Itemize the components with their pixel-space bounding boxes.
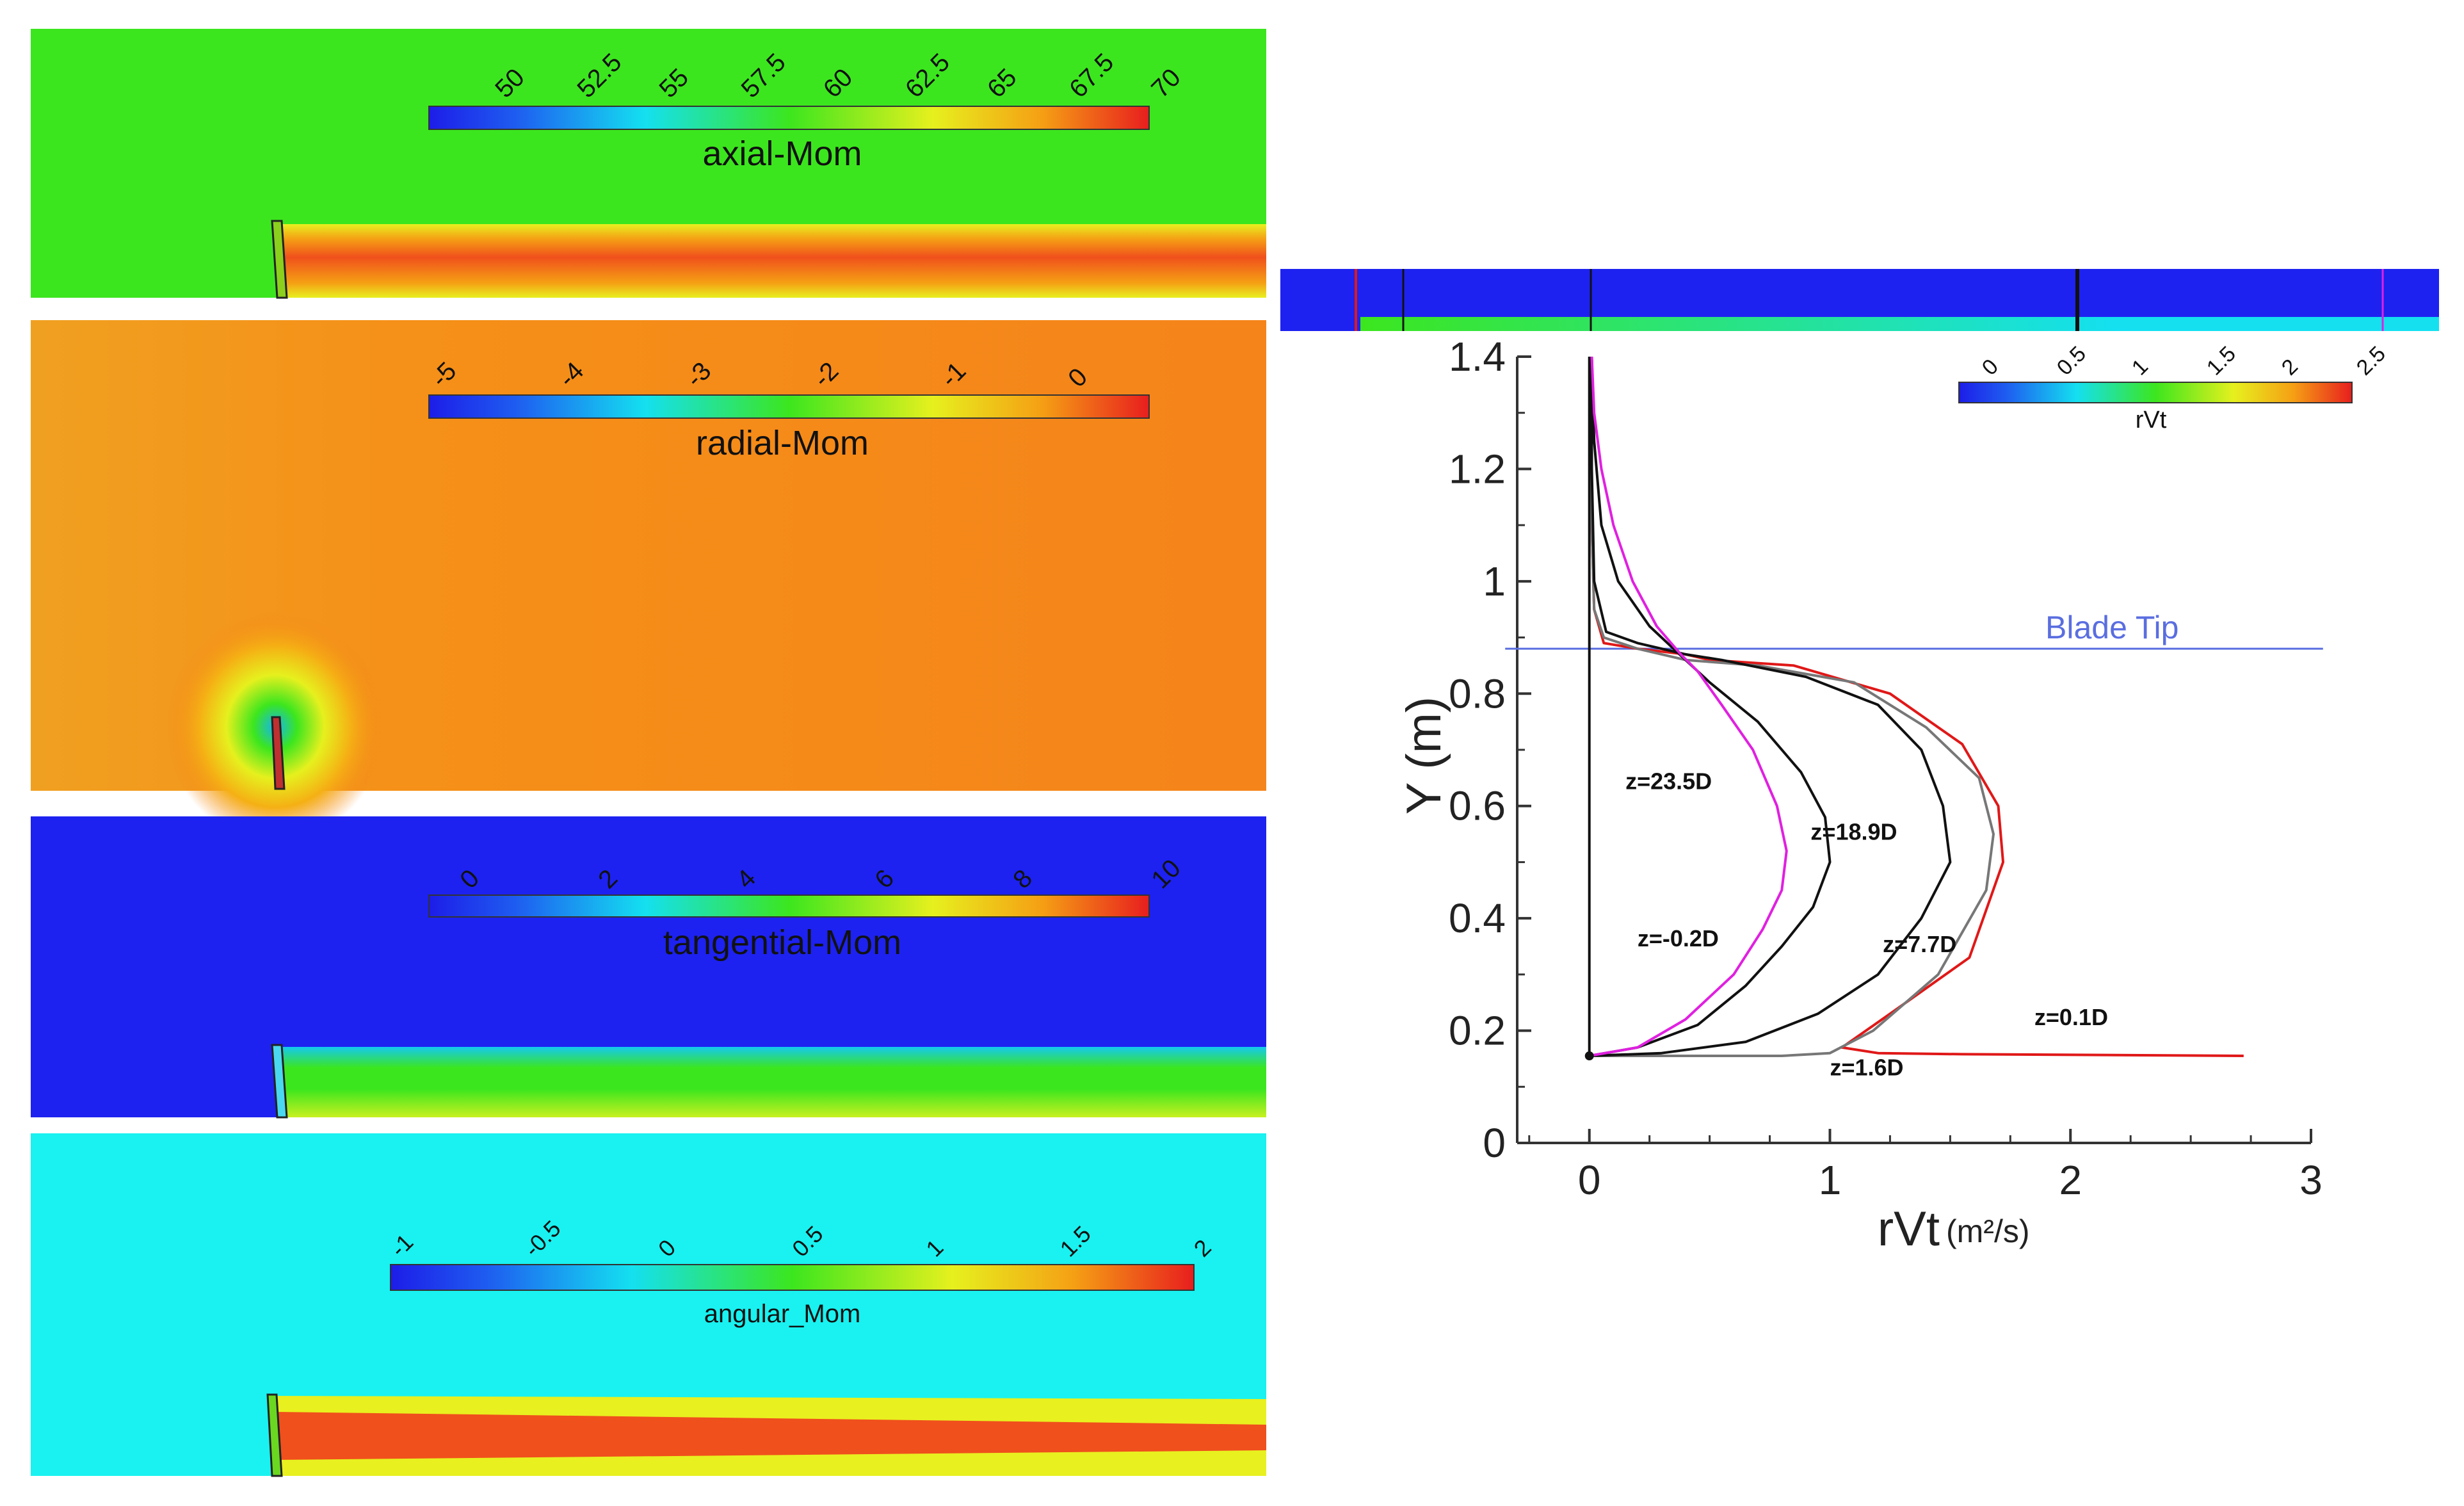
y-tick-label: 1.2 [1449,446,1506,492]
angular-colorbar [390,1264,1195,1291]
series-origin-point [1584,1051,1594,1061]
radial-colorbar [428,394,1150,419]
y-tick-label: 0.4 [1449,895,1506,941]
chart-series [1584,356,2244,1061]
colorbar-tick-label: 0 [1977,354,2003,380]
rotor-blade-icon [266,1393,283,1477]
rotor-blade-icon [271,716,286,790]
axial-colorbar [428,106,1150,130]
colorbar-tick-label: 2 [2277,354,2303,380]
rotor-blade-icon [271,220,288,299]
y-tick-label: 0.6 [1449,783,1506,829]
series-line [1589,356,1832,1057]
series-label: z=7.7D [1883,931,1956,957]
tangential-contour-panel: 0 2 4 6 8 10 tangential-Mom [31,816,1266,1119]
tangential-colorbar [428,895,1150,918]
angular-wake-core [275,1412,1266,1460]
series-line [1589,357,1995,1057]
series-label: z=-0.2D [1638,925,1719,951]
series-line [1589,357,1952,1057]
y-tick-label: 1 [1483,558,1506,604]
y-tick-label: 0 [1483,1120,1506,1166]
angular-colorbar-title: angular_Mom [704,1300,861,1328]
axial-colorbar-title: axial-Mom [702,134,862,173]
x-tick-label: 1 [1819,1157,1842,1203]
rvt-profile-chart: 0 0.5 1 1.5 2 2.5 rVt 0 0.2 0.4 0.6 0.8 1 1.2 1.4 0 1 2… [1397,334,2390,1256]
y-axis-label: Y (m) [1397,697,1451,814]
y-tick-label: 0.2 [1449,1008,1506,1054]
axial-wake-region [282,224,1266,298]
rvt-colorbar-ticks: 0 0.5 1 1.5 2 2.5 [1977,341,2390,380]
angular-contour-panel: -1 -0.5 0 0.5 1 1.5 2 angular_Mom [31,1133,1266,1477]
y-tick-label: 0.8 [1449,670,1506,717]
tangential-colorbar-title: tangential-Mom [663,923,901,962]
series-label: z=18.9D [1810,818,1897,845]
x-tick-label: 2 [2059,1157,2082,1203]
rvt-colorbar-title: rVt [2136,407,2167,433]
series-line [1590,357,2244,1057]
x-axis-unit: (m²/s) [1946,1213,2030,1249]
radial-colorbar-title: radial-Mom [696,424,869,462]
colorbar-tick-label: 0.5 [2052,341,2091,380]
chart-axes: 0 0.2 0.4 0.6 0.8 1 1.2 1.4 0 1 2 3 [1449,334,2323,1203]
rvt-strip-wake [1360,317,2439,331]
rvt-strip-panel [1280,269,2439,331]
chart-series-labels: z=23.5D z=18.9D z=-0.2D z=7.7D z=0.1D z=1.6D [1625,768,2108,1080]
radial-contour-panel: -5 -4 -3 -2 -1 0 radial-Mom [31,320,1266,842]
tangential-wake-region [282,1047,1266,1117]
colorbar-tick-label: 2.5 [2352,341,2390,380]
colorbar-tick-label: 1 [2127,354,2153,380]
blade-tip-annotation: Blade Tip [2045,610,2178,645]
colorbar-tick-label: 1.5 [2202,341,2241,380]
series-label: z=1.6D [1830,1055,1903,1081]
x-tick-label: 3 [2299,1157,2323,1203]
series-label: z=23.5D [1625,768,1712,794]
series-line [1589,356,1788,1057]
x-axis-label: rVt [1878,1202,1940,1256]
rvt-colorbar [1958,382,2353,403]
y-tick-label: 1.4 [1449,334,1506,380]
axial-contour-panel: 50 52.5 55 57.5 60 62.5 65 67.5 70 axial-Mom [31,29,1266,299]
series-label: z=0.1D [2034,1004,2108,1030]
x-tick-label: 0 [1578,1157,1601,1203]
rotor-blade-icon [271,1044,288,1119]
